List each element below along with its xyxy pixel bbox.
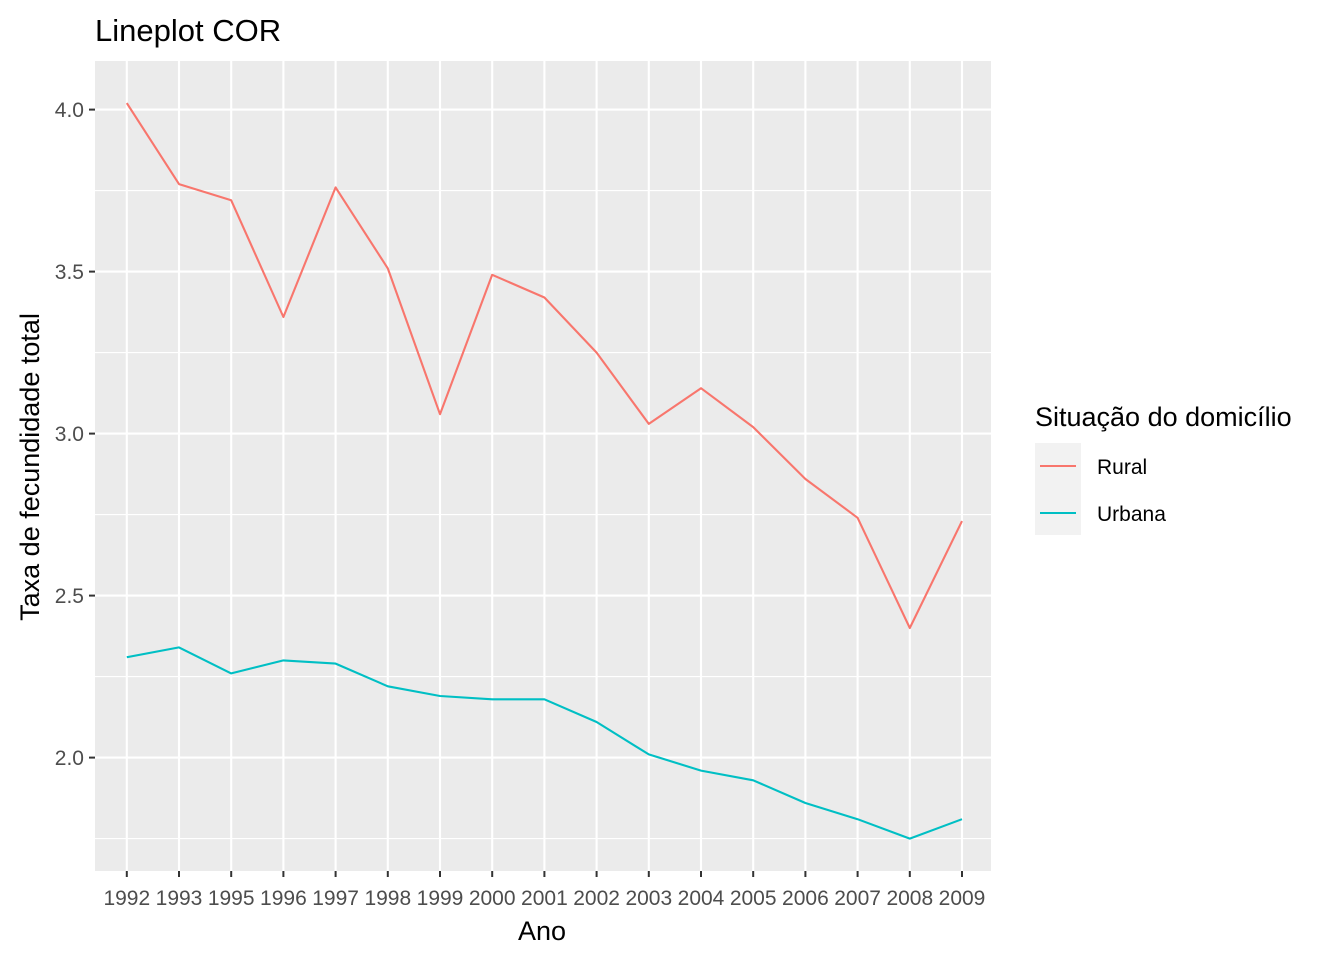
y-tick-label: 3.0 bbox=[55, 423, 84, 446]
x-tick-label: 2007 bbox=[834, 887, 881, 910]
x-tick-label: 2008 bbox=[886, 887, 933, 910]
x-tick-label: 2004 bbox=[678, 887, 725, 910]
minor-gridlines bbox=[95, 190, 991, 840]
x-tick-label: 1997 bbox=[312, 887, 359, 910]
chart-title: Lineplot COR bbox=[95, 13, 281, 48]
x-tick-label: 2005 bbox=[730, 887, 777, 910]
y-axis: 2.0 2.5 3.0 3.5 4.0 bbox=[55, 99, 95, 770]
legend-title: Situação do domicílio bbox=[1035, 402, 1292, 432]
x-axis: 1992 1993 1995 1996 1997 1998 1999 2000 2001 2002… bbox=[103, 871, 985, 910]
x-axis-title: Ano bbox=[518, 916, 566, 946]
x-tick-label: 1993 bbox=[156, 887, 203, 910]
x-tick-label: 2000 bbox=[469, 887, 516, 910]
legend: Situação do domicílio Rural Urbana bbox=[1035, 402, 1292, 535]
x-tick-label: 2003 bbox=[625, 887, 672, 910]
y-axis-title: Taxa de fecundidade total bbox=[15, 313, 45, 621]
y-tick-label: 4.0 bbox=[55, 99, 84, 122]
x-tick-label: 1995 bbox=[208, 887, 255, 910]
x-tick-label: 2002 bbox=[573, 887, 620, 910]
y-tick-label: 3.5 bbox=[55, 261, 84, 284]
x-tick-label: 2009 bbox=[939, 887, 986, 910]
y-tick-label: 2.5 bbox=[55, 585, 84, 608]
series-line-urbana bbox=[126, 646, 963, 840]
x-tick-label: 1996 bbox=[260, 887, 307, 910]
x-tick-label: 1998 bbox=[364, 887, 411, 910]
x-tick-label: 2001 bbox=[521, 887, 568, 910]
major-gridlines bbox=[95, 61, 991, 871]
x-tick-label: 2006 bbox=[782, 887, 829, 910]
legend-key-background bbox=[1035, 443, 1081, 535]
series-line-rural bbox=[125, 102, 963, 630]
x-tick-label: 1999 bbox=[417, 887, 464, 910]
y-tick-label: 2.0 bbox=[55, 747, 84, 770]
x-tick-label: 1992 bbox=[103, 887, 150, 910]
plot-panel bbox=[95, 61, 991, 871]
legend-label-rural: Rural bbox=[1097, 456, 1147, 479]
legend-label-urbana: Urbana bbox=[1097, 503, 1166, 526]
series-lines bbox=[125, 102, 963, 840]
